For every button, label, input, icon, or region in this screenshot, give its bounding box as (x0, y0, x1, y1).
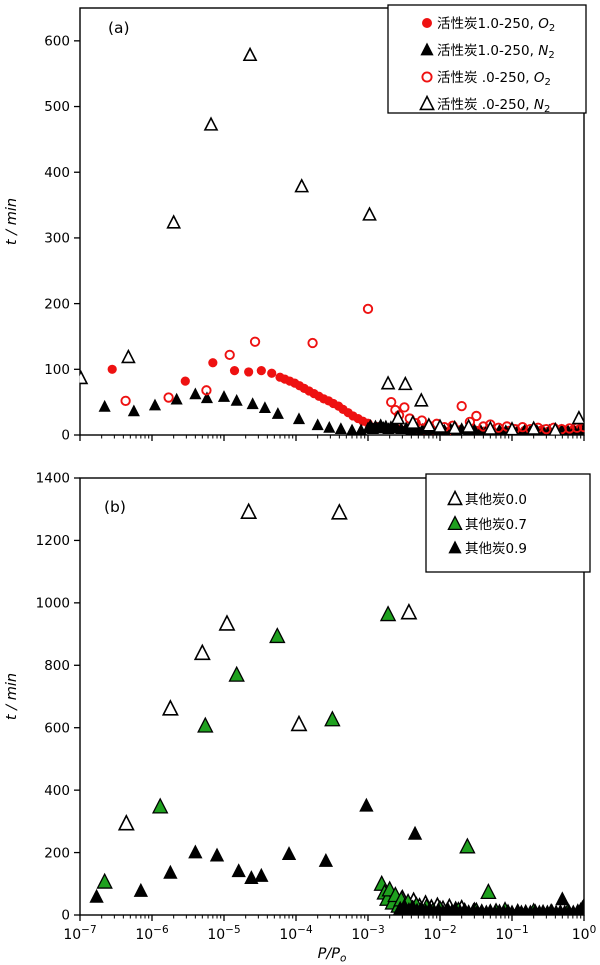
legend-item-label: 其他炭0.9 (465, 541, 527, 557)
x-axis-title: P/Po (318, 946, 347, 965)
panel-b-legend: 其他炭0.0 其他炭0.7 其他炭0.9 (425, 473, 591, 573)
y-tick-label: 800 (44, 658, 70, 674)
y-tick-label: 300 (44, 231, 70, 247)
panel-b-y-axis: 0 200 400 600 800 1000 1200 1400 (36, 471, 80, 924)
y-tick-label: 1000 (36, 596, 70, 612)
y-tick-label: 0 (61, 428, 70, 444)
panel-b-series-2 (89, 797, 585, 916)
legend-item-label: 活性炭 .0-250, N2 (437, 97, 550, 115)
y-tick-label: 200 (44, 296, 70, 312)
y-tick-label: 0 (61, 908, 70, 924)
panel-a-series-0 (107, 358, 585, 436)
panel-a: 0 100 200 300 400 500 600 (a) t / min 活性炭1.0-250,… (4, 4, 587, 444)
x-tick-label: 10−2 (423, 924, 456, 943)
x-tick-label: 10−4 (279, 924, 313, 943)
y-tick-label: 400 (44, 783, 70, 799)
y-tick-label: 100 (44, 362, 70, 378)
panel-a-label: (a) (108, 19, 130, 37)
y-tick-label: 1200 (36, 533, 70, 549)
panel-b-label: (b) (104, 498, 126, 516)
y-tick-label: 200 (44, 845, 70, 861)
panel-b-y-axis-title: t / min (4, 673, 20, 720)
legend-item-label: 活性炭1.0-250, O2 (437, 16, 555, 34)
panel-a-frame (79, 7, 585, 436)
panel-a-series-3 (79, 46, 585, 436)
panel-a-x-axis (79, 435, 585, 441)
y-tick-label: 600 (44, 720, 70, 736)
x-tick-label: 100 (572, 924, 597, 943)
y-tick-label: 1400 (36, 471, 70, 487)
legend-item-label: 其他炭0.7 (465, 517, 527, 533)
panel-a-y-axis: 0 100 200 300 400 500 600 (44, 34, 80, 444)
legend-item-label: 其他炭0.0 (465, 492, 527, 508)
panel-a-legend-box (387, 4, 587, 114)
panel-b-frame (79, 477, 585, 916)
x-tick-label: 10−1 (495, 924, 528, 943)
y-tick-label: 400 (44, 165, 70, 181)
x-tick-label: 10−7 (63, 924, 96, 943)
x-tick-label: 10−6 (135, 924, 169, 943)
y-tick-label: 600 (44, 34, 70, 50)
x-tick-label: 10−3 (351, 924, 384, 943)
x-tick-label: 10−5 (207, 924, 240, 943)
panel-b-x-axis: 10−7 10−6 10−5 10−4 10−3 10−2 10−1 100 (63, 915, 596, 943)
panel-a-legend: 活性炭1.0-250, O2 活性炭1.0-250, N2 活性炭 .0-250, … (387, 4, 587, 115)
y-tick-label: 500 (44, 99, 70, 115)
legend-item-label: 活性炭1.0-250, N2 (437, 43, 555, 61)
panel-a-y-axis-title: t / min (4, 198, 20, 245)
legend-item-label: 活性炭 .0-250, O2 (437, 70, 551, 88)
